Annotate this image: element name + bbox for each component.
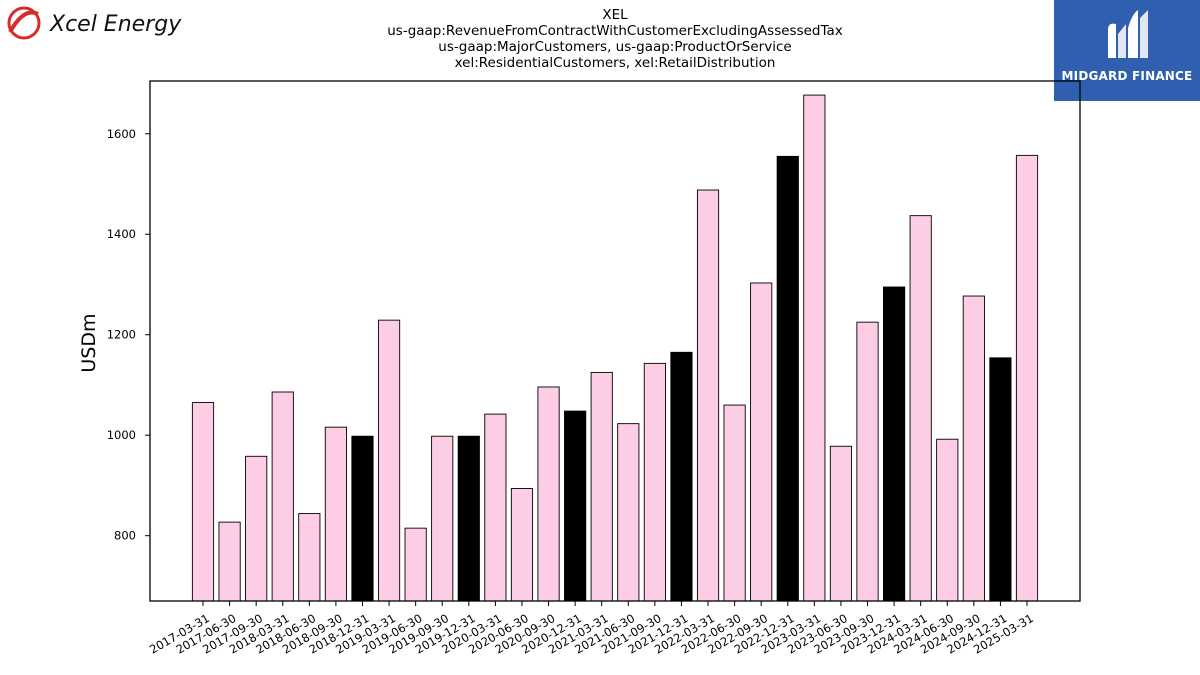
chart-title: XEL us-gaap:RevenueFromContractWithCusto… <box>315 7 915 71</box>
title-line: us-gaap:RevenueFromContractWithCustomerE… <box>387 23 843 39</box>
xcel-logo-text: Xcel Energy <box>49 12 182 37</box>
bar-2023-12-31 <box>883 286 906 602</box>
x-axis-ticks: 2017-03-312017-06-302017-09-302018-03-31… <box>147 601 1036 657</box>
bar-2021-03-31 <box>590 371 613 602</box>
y-tick-label: 800 <box>114 529 136 543</box>
y-tick-label: 1600 <box>107 127 136 141</box>
bar-2020-03-31 <box>484 413 507 602</box>
y-axis-label: USDm <box>78 313 100 372</box>
bar-2019-12-31 <box>457 435 480 602</box>
y-axis-ticks: 800 1000 1200 1400 1600 <box>107 127 150 543</box>
y-tick-label: 1200 <box>107 328 136 342</box>
bar-2017-06-30 <box>218 521 241 602</box>
bar-2024-12-31 <box>989 357 1012 602</box>
bar-2023-09-30 <box>856 321 879 602</box>
bar-2022-03-31 <box>696 189 720 602</box>
bar-2020-12-31 <box>564 410 587 602</box>
bar-2023-03-31 <box>803 94 826 602</box>
bar-2024-06-30 <box>936 438 959 602</box>
bar-2018-12-31 <box>351 435 374 602</box>
bar-2020-09-30 <box>537 386 560 602</box>
bar-2019-06-30 <box>404 527 427 602</box>
bar-2022-06-30 <box>723 404 746 602</box>
bar-2025-03-31 <box>1015 154 1039 602</box>
title-line: us-gaap:MajorCustomers, us-gaap:ProductO… <box>438 39 792 55</box>
bar-2018-06-30 <box>298 513 321 602</box>
bar-2017-09-30 <box>245 455 268 602</box>
midgard-logo-text: MIDGARD FINANCE <box>1061 69 1193 83</box>
bar-2021-12-31 <box>670 351 693 602</box>
bar-2021-06-30 <box>617 423 640 602</box>
bar-2019-09-30 <box>431 435 454 602</box>
y-tick-label: 1000 <box>107 428 136 442</box>
bar-2023-06-30 <box>829 445 853 602</box>
axes-frame <box>149 80 1081 602</box>
bars-group <box>191 94 1039 602</box>
title-line: xel:ResidentialCustomers, xel:RetailDist… <box>454 55 776 71</box>
midgard-finance-logo: MIDGARD FINANCE <box>1054 0 1200 101</box>
bar-2018-09-30 <box>324 426 347 602</box>
bar-2024-09-30 <box>962 295 985 602</box>
bar-2022-12-31 <box>776 155 799 602</box>
xcel-swoosh-icon <box>7 6 41 40</box>
xcel-energy-logo: Xcel Energy <box>4 2 204 44</box>
y-tick-label: 1400 <box>107 227 136 241</box>
bar-2022-09-30 <box>750 282 773 602</box>
bar-2021-09-30 <box>643 362 666 602</box>
title-line: XEL <box>602 7 628 23</box>
midgard-emblem-icon <box>1108 10 1148 59</box>
bar-2017-03-31 <box>191 402 215 602</box>
bar-2019-03-31 <box>377 319 401 602</box>
bar-2024-03-31 <box>909 215 932 602</box>
bar-2020-06-30 <box>510 488 534 602</box>
bar-2018-03-31 <box>271 391 294 602</box>
